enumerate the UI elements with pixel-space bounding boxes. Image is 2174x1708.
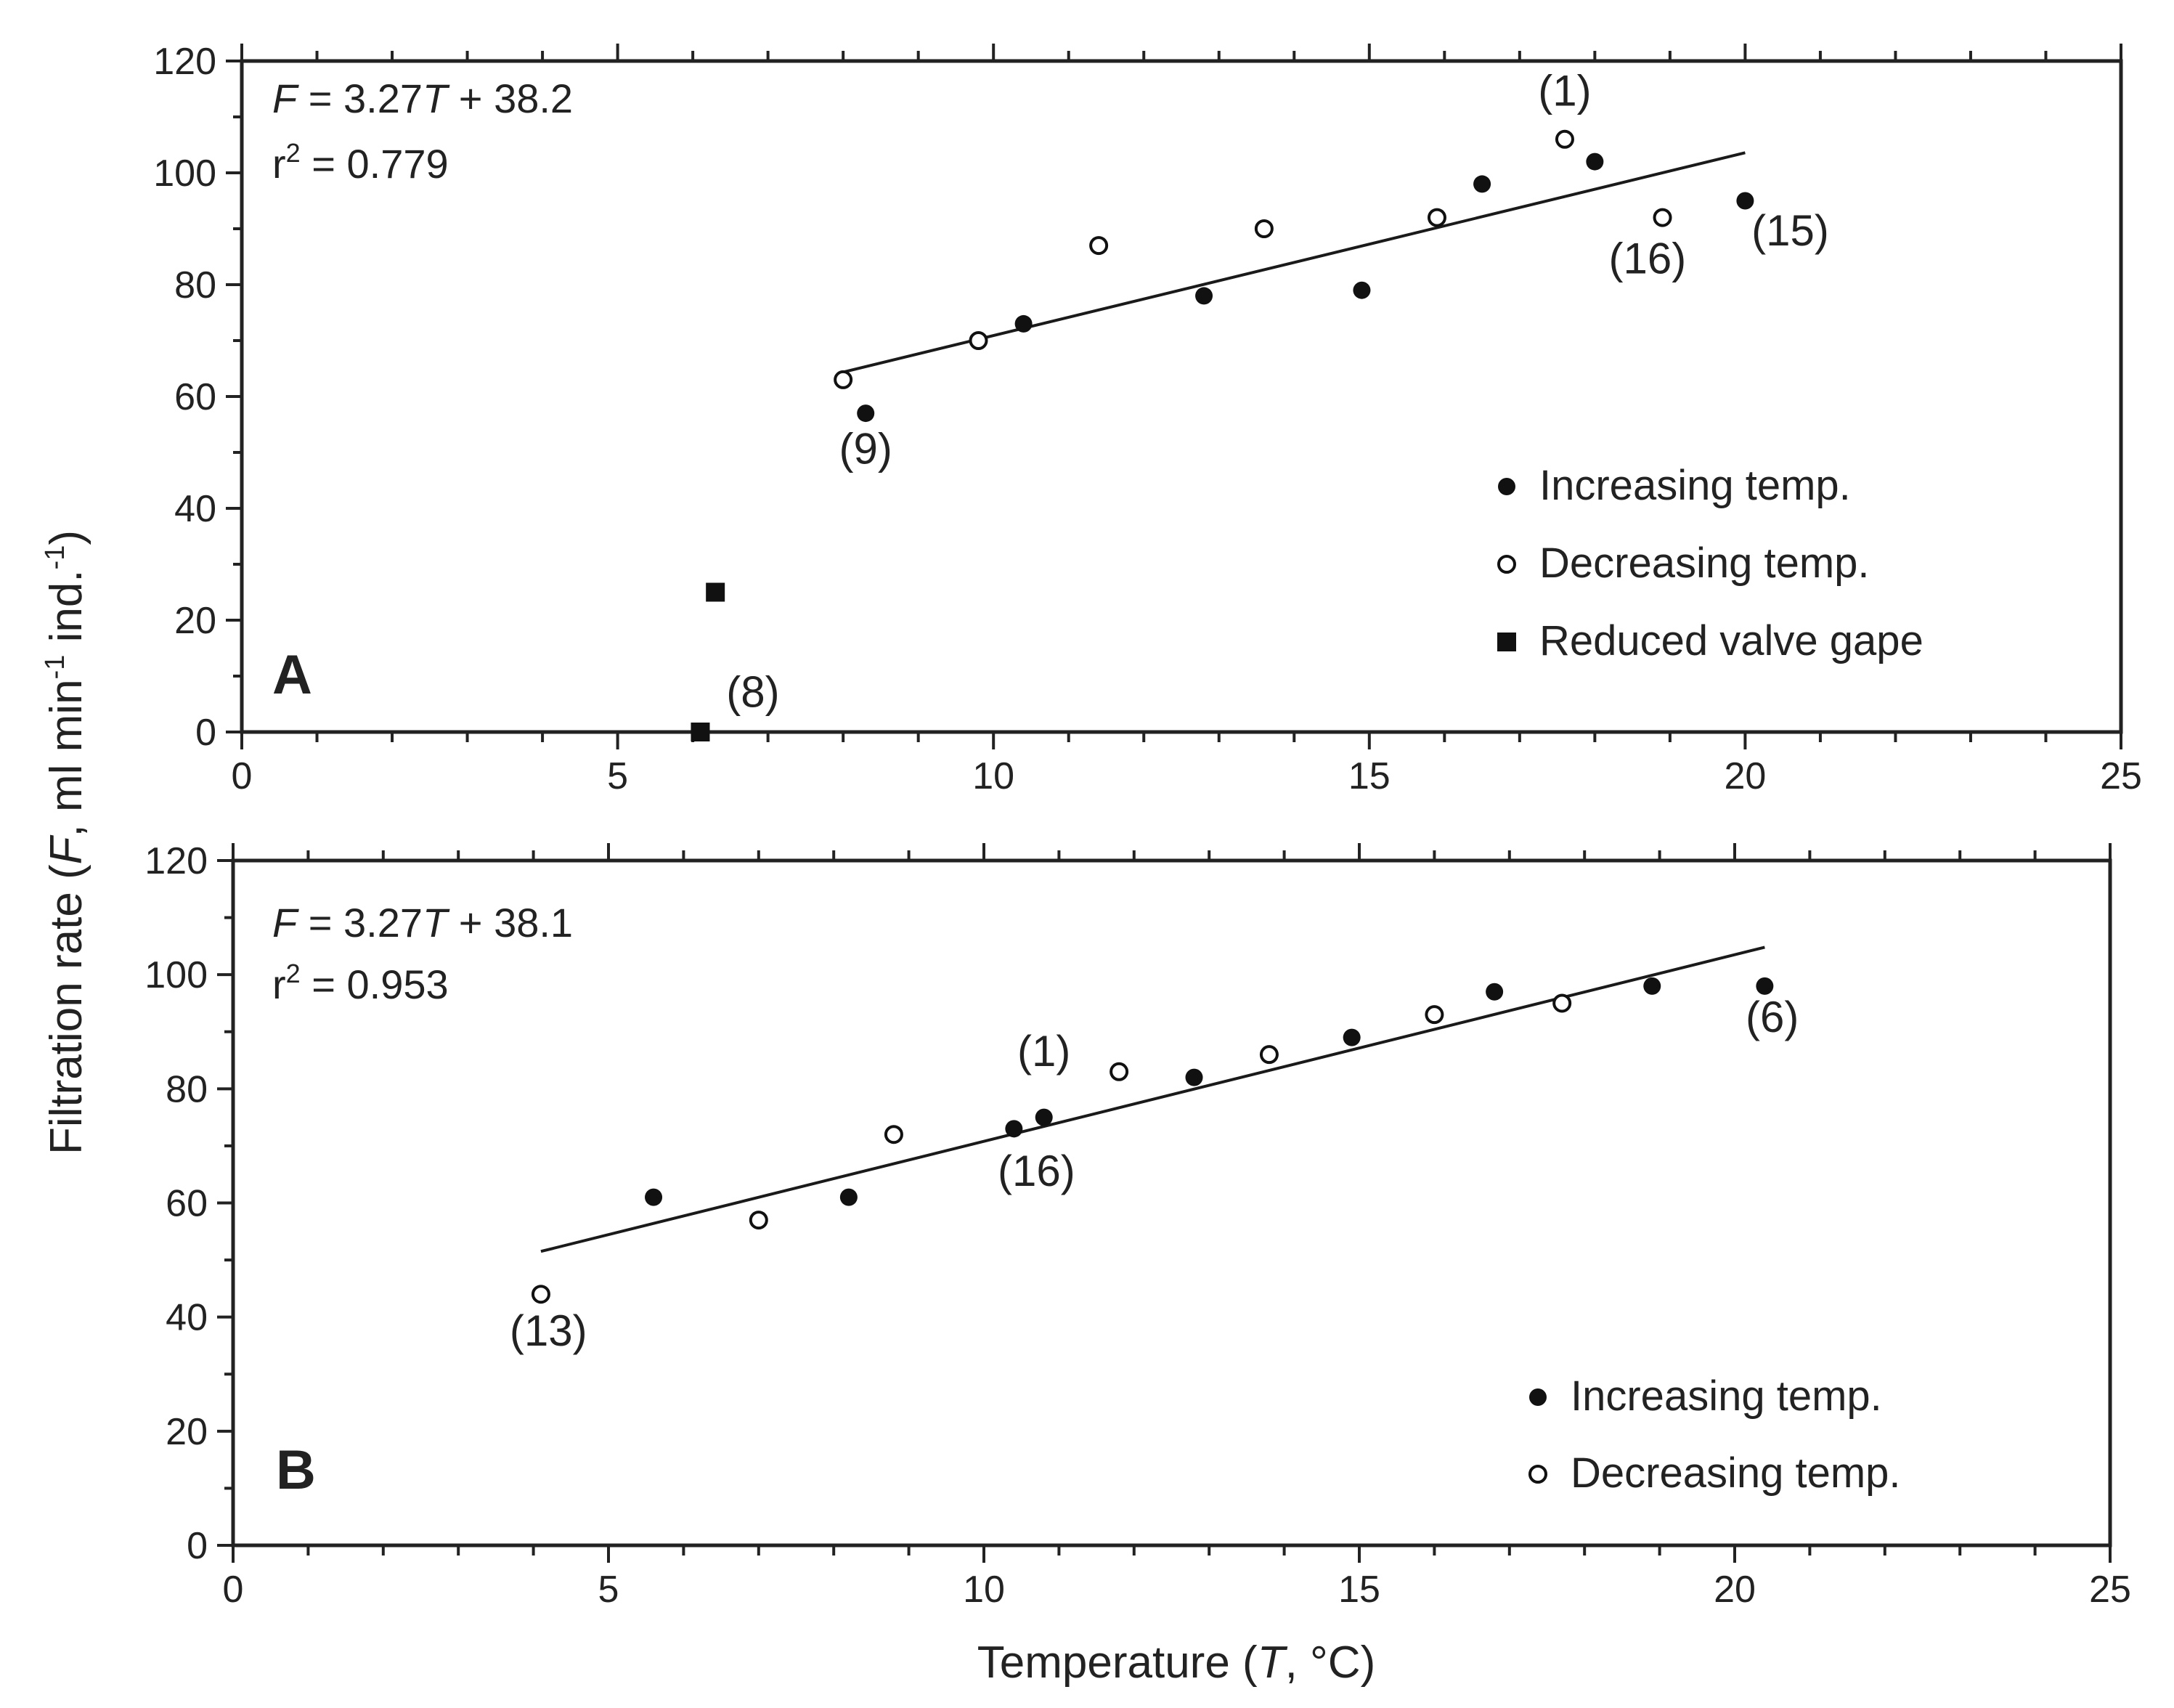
legend-label: Increasing temp.	[1571, 1372, 1882, 1420]
y-tick-label: 100	[153, 152, 216, 195]
data-point	[1343, 1028, 1361, 1046]
panel-a: 0 5 10 15 20 25 0 20 40 60 80 100 120 (1) (16) (15) (9) (…	[153, 41, 2142, 797]
y-tick-label: 40	[166, 1297, 208, 1339]
r-squared: r2 = 0.953	[272, 959, 449, 1007]
data-point	[1005, 1120, 1023, 1138]
point-annotation: (15)	[1751, 206, 1829, 255]
y-tick-label: 80	[166, 1068, 208, 1110]
data-point	[1425, 1005, 1444, 1025]
data-point	[1195, 287, 1213, 305]
point-annotation: (16)	[1608, 235, 1686, 283]
data-point	[1035, 1108, 1053, 1126]
legend-label: Decreasing temp.	[1571, 1449, 1901, 1497]
y-tick-label: 60	[166, 1183, 208, 1225]
x-tick-label: 10	[972, 755, 1014, 797]
y-tick-label: 100	[144, 954, 208, 996]
plot-frame	[231, 858, 2112, 1548]
x-tick-label: 15	[1348, 755, 1391, 797]
data-point	[969, 331, 988, 350]
data-point	[1259, 1045, 1279, 1065]
regression-equation: F = 3.27T + 38.1	[272, 900, 573, 946]
regression-equation: F = 3.27T + 38.2	[272, 76, 573, 121]
legend-marker	[1529, 1388, 1547, 1406]
data-point	[1473, 175, 1491, 193]
data-point	[531, 1285, 550, 1304]
x-tick-label: 0	[232, 755, 253, 797]
x-tick-label: 5	[607, 755, 628, 797]
y-axis-title: Filtration rate (F, ml min-1 ind.-1)	[40, 530, 91, 1155]
data-point	[1736, 192, 1754, 210]
point-annotation: (13)	[510, 1306, 587, 1355]
x-tick-label: 0	[223, 1569, 244, 1611]
legend-marker	[1497, 555, 1516, 574]
data-point	[1486, 983, 1504, 1001]
y-tick-label: 0	[187, 1525, 208, 1567]
data-point	[1185, 1068, 1203, 1086]
data-point	[1653, 208, 1672, 227]
data-point	[834, 370, 853, 389]
data-point	[691, 723, 710, 741]
y-tick-label: 20	[166, 1411, 208, 1453]
point-annotation: (6)	[1746, 993, 1799, 1041]
x-tick-label: 5	[598, 1569, 619, 1611]
point-annotation: (16)	[998, 1147, 1075, 1195]
data-point	[645, 1188, 663, 1206]
point-annotation: (1)	[1017, 1027, 1070, 1075]
point-annotation: (9)	[839, 424, 892, 473]
data-point	[1756, 977, 1774, 995]
data-point	[884, 1125, 903, 1144]
y-tick-label: 80	[174, 264, 216, 306]
data-point	[749, 1211, 768, 1230]
data-point	[839, 1188, 858, 1206]
x-tick-label: 15	[1338, 1569, 1380, 1611]
y-tick-label: 0	[195, 712, 216, 754]
point-annotation: (8)	[726, 667, 779, 716]
data-point	[1014, 314, 1033, 333]
x-axis-title: Temperature (T, °C)	[977, 1638, 1375, 1688]
data-point	[1427, 208, 1446, 227]
x-tick-label: 25	[2089, 1569, 2131, 1611]
legend-label: Decreasing temp.	[1539, 540, 1870, 587]
data-point	[1110, 1062, 1129, 1081]
y-tick-label: 20	[174, 600, 216, 642]
data-point	[1552, 993, 1572, 1013]
data-point	[1353, 281, 1371, 299]
x-tick-label: 20	[1714, 1569, 1756, 1611]
data-point	[1643, 977, 1661, 995]
panel-letter: A	[272, 644, 312, 706]
data-point	[1254, 219, 1274, 238]
legend-marker	[1528, 1465, 1547, 1484]
regression-line	[842, 151, 1746, 374]
r-squared: r2 = 0.779	[272, 138, 449, 187]
data-point	[1586, 152, 1604, 171]
legend-label: Increasing temp.	[1539, 462, 1851, 509]
legend-marker	[1498, 478, 1515, 495]
x-tick-label: 25	[2100, 755, 2142, 797]
y-tick-label: 120	[144, 840, 208, 882]
legend-label: Reduced valve gape	[1539, 617, 1923, 664]
data-point	[1555, 129, 1574, 149]
x-tick-label: 20	[1724, 755, 1766, 797]
panel-letter: B	[276, 1439, 316, 1501]
data-point	[1089, 236, 1109, 256]
y-tick-label: 120	[153, 41, 216, 83]
panel-b: 0 5 10 15 20 25 0 20 40 60 80 100 120 (1) (16) (6) (13) F…	[144, 840, 2131, 1611]
y-tick-label: 40	[174, 488, 216, 530]
x-tick-label: 10	[963, 1569, 1005, 1611]
y-tick-label: 60	[174, 376, 216, 418]
point-annotation: (1)	[1538, 67, 1591, 115]
legend-marker	[1497, 633, 1516, 651]
regression-line	[540, 946, 1765, 1253]
data-point	[706, 582, 725, 602]
data-point	[857, 404, 875, 423]
